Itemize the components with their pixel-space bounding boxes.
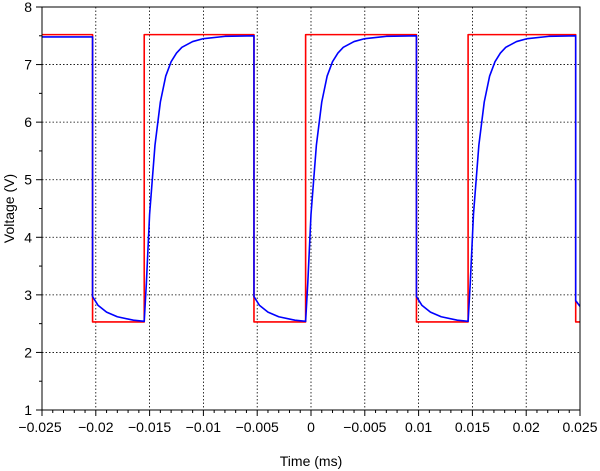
y-tick-label: 6	[24, 114, 32, 130]
x-tick-label: −0.005	[236, 419, 279, 435]
y-tick-label: 3	[24, 287, 32, 303]
x-tick-label: 0	[307, 419, 315, 435]
y-tick-label: 8	[24, 0, 32, 15]
x-tick-labels: −0.025 −0.02 −0.015 −0.01 −0.005 0 −0.005 0.01 0…	[18, 419, 597, 435]
y-axis-title: Voltage (V)	[1, 174, 17, 243]
x-tick-label: −0.015	[128, 419, 171, 435]
series-line-2	[42, 34, 581, 323]
x-tick-label: 0.01	[405, 419, 432, 435]
y-tick-label: 2	[24, 344, 32, 360]
x-tick-label: −0.02	[78, 419, 114, 435]
x-tick-label: 0.025	[562, 419, 597, 435]
x-tick-label: −0.01	[186, 419, 222, 435]
x-axis-title: Time (ms)	[280, 453, 342, 469]
x-tick-label: 0.015	[455, 419, 490, 435]
y-tick-labels: 1 2 3 4 5 6 7 8	[24, 0, 32, 418]
y-tick-label: 5	[24, 172, 32, 188]
series-group	[42, 33, 581, 323]
x-tick-label: −0.025	[18, 419, 61, 435]
x-tick-label: −0.005	[343, 419, 386, 435]
axis-ticks	[36, 6, 581, 416]
grid	[42, 7, 580, 410]
x-tick-label: 0.02	[513, 419, 540, 435]
y-tick-label: 4	[24, 229, 32, 245]
y-tick-label: 1	[24, 402, 32, 418]
series-line-1	[42, 33, 580, 323]
y-tick-label: 7	[24, 57, 32, 73]
